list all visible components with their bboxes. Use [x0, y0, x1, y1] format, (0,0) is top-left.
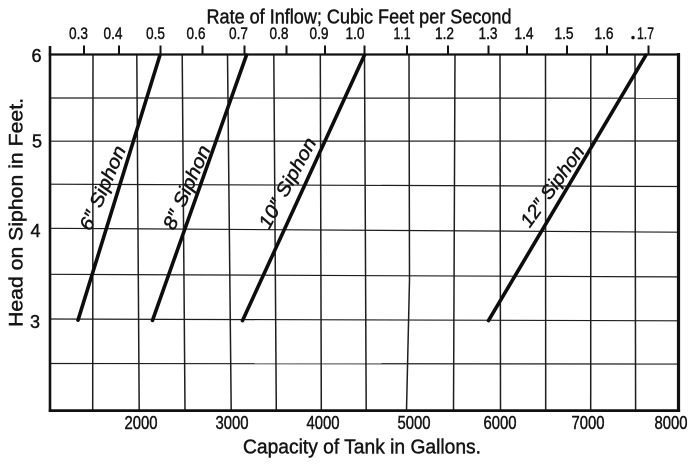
svg-text:0.8: 0.8 — [270, 24, 289, 43]
svg-text:1.2: 1.2 — [435, 24, 454, 43]
svg-text:3: 3 — [30, 312, 40, 332]
svg-text:Capacity of Tank in Gallons.: Capacity of Tank in Gallons. — [243, 437, 481, 459]
svg-text:2000: 2000 — [125, 412, 158, 433]
svg-text:5000: 5000 — [398, 412, 431, 433]
svg-text:0.9: 0.9 — [310, 24, 329, 43]
svg-text:1.1: 1.1 — [394, 24, 411, 43]
svg-text:4: 4 — [30, 221, 40, 241]
svg-text:0.7: 0.7 — [229, 24, 248, 43]
svg-text:0.4: 0.4 — [104, 24, 123, 43]
svg-text:3000: 3000 — [216, 412, 249, 433]
svg-text:6: 6 — [31, 46, 41, 66]
svg-text:1.7: 1.7 — [637, 24, 654, 43]
svg-text:7000: 7000 — [572, 412, 605, 433]
svg-text:4000: 4000 — [307, 412, 340, 433]
svg-text:5: 5 — [32, 132, 42, 152]
svg-text:0.6: 0.6 — [187, 24, 206, 43]
svg-text:1.0: 1.0 — [346, 24, 365, 43]
svg-text:1.5: 1.5 — [555, 24, 574, 43]
svg-text:6000: 6000 — [484, 412, 517, 433]
svg-text:1.4: 1.4 — [515, 24, 534, 43]
svg-text:1.6: 1.6 — [595, 24, 614, 43]
svg-text:1.3: 1.3 — [479, 24, 498, 43]
svg-text:0.3: 0.3 — [69, 24, 88, 43]
svg-text:0.5: 0.5 — [146, 24, 165, 43]
svg-text:Head on Siphon in Feet.: Head on Siphon in Feet. — [6, 98, 28, 327]
svg-text:Rate of Inflow; Cubic Feet per: Rate of Inflow; Cubic Feet per Second — [207, 7, 512, 29]
svg-text:8000: 8000 — [655, 412, 688, 433]
